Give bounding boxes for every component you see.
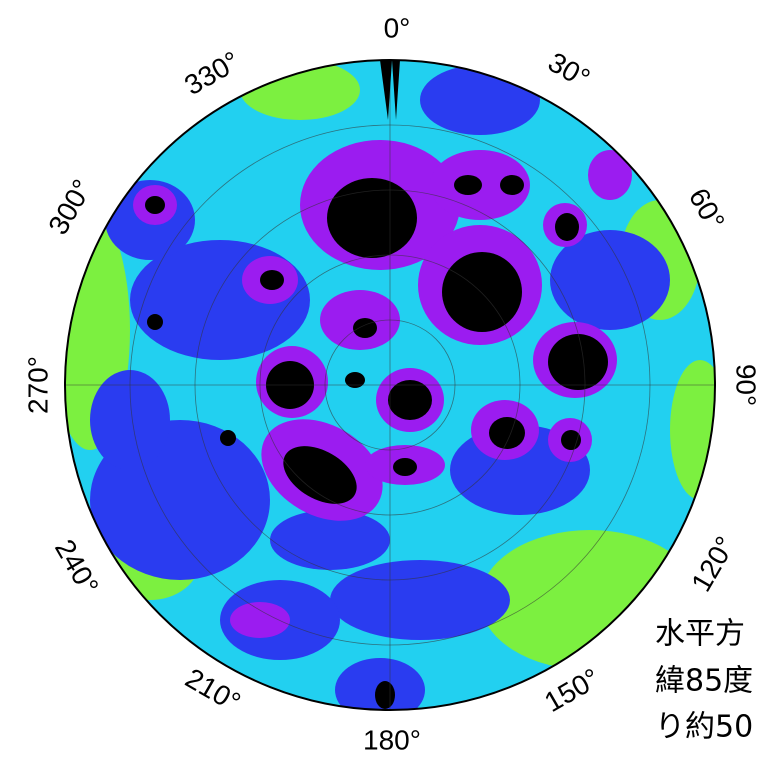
longitude-label: 120° [685,531,741,597]
caption: 水平方 緯85度 り約50 [655,617,753,745]
longitude-label: 0° [384,12,411,43]
polar-map: 0° 30° 60° 90° 120° 150° 180° 210° 240° … [0,0,758,760]
longitude-label: 300° [42,174,98,240]
longitude-label: 30° [543,46,595,94]
map-image [50,60,730,722]
longitude-label: 90° [731,364,758,406]
page: 0° 30° 60° 90° 120° 150° 180° 210° 240° … [0,0,758,760]
caption-line: り約50 [655,710,753,745]
longitude-label: 270° [22,356,53,414]
longitude-label: 330° [179,45,245,101]
longitude-label: 60° [683,183,731,235]
longitude-label: 180° [363,724,421,755]
caption-line: 水平方 [655,617,745,652]
caption-line: 緯85度 [655,664,753,699]
longitude-label: 240° [49,534,105,600]
longitude-label: 150° [539,662,605,718]
